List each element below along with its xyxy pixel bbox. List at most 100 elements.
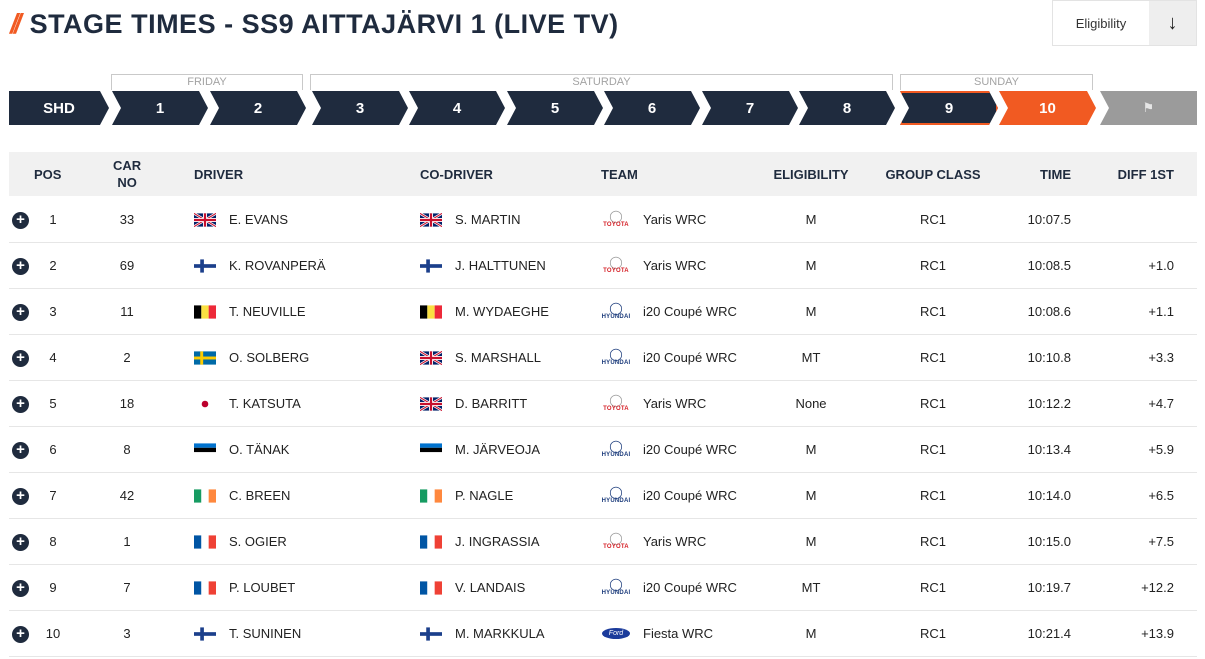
driver-cell[interactable]: T. SUNINEN bbox=[194, 611, 301, 656]
be-flag-icon bbox=[420, 304, 442, 319]
stage-tab-7[interactable]: 7 bbox=[702, 91, 798, 125]
stage-tab-10[interactable]: 10 bbox=[999, 91, 1096, 125]
stage-tab-shd[interactable]: SHD bbox=[9, 91, 109, 125]
team-name: i20 Coupé WRC bbox=[643, 442, 737, 457]
expand-row-icon[interactable]: + bbox=[12, 580, 29, 597]
co-driver-name[interactable]: P. NAGLE bbox=[455, 488, 514, 503]
time-cell: 10:08.6 bbox=[1027, 304, 1071, 319]
expand-row-icon[interactable]: + bbox=[12, 534, 29, 551]
co-driver-cell[interactable]: S. MARSHALL bbox=[420, 335, 541, 380]
driver-cell[interactable]: C. BREEN bbox=[194, 473, 290, 518]
be-flag-icon bbox=[194, 304, 216, 319]
driver-cell[interactable]: P. LOUBET bbox=[194, 565, 295, 610]
driver-name[interactable]: T. SUNINEN bbox=[229, 626, 302, 641]
co-driver-cell[interactable]: M. WYDAEGHE bbox=[420, 289, 549, 334]
table-row[interactable]: +8 1 S. OGIER J. INGRASSIA ◯ TOYOTA Yaris WRC M… bbox=[9, 519, 1197, 565]
stage-tab-6[interactable]: 6 bbox=[604, 91, 700, 125]
eligibility-label[interactable]: Eligibility bbox=[1075, 15, 1127, 31]
page-title: STAGE TIMES - SS9 AITTAJÄRVI 1 (LIVE TV) bbox=[29, 8, 619, 39]
car-no-cell: 2 bbox=[123, 350, 131, 365]
driver-cell[interactable]: T. NEUVILLE bbox=[194, 289, 306, 334]
co-driver-name[interactable]: M. MARKKULA bbox=[455, 626, 545, 641]
stage-tab-5[interactable]: 5 bbox=[507, 91, 603, 125]
expand-row-icon[interactable]: + bbox=[12, 212, 29, 229]
co-driver-cell[interactable]: J. INGRASSIA bbox=[420, 519, 540, 564]
co-driver-cell[interactable]: M. MARKKULA bbox=[420, 611, 545, 656]
co-driver-cell[interactable]: S. MARTIN bbox=[420, 197, 521, 242]
ee-flag-icon bbox=[420, 442, 442, 457]
co-driver-cell[interactable]: P. NAGLE bbox=[420, 473, 513, 518]
driver-name[interactable]: O. SOLBERG bbox=[229, 350, 310, 365]
stage-tab-9[interactable]: 9 bbox=[900, 91, 998, 125]
table-row[interactable]: +4 2 O. SOLBERG S. MARSHALL ◯ HYUNDAI i20 Coup… bbox=[9, 335, 1197, 381]
driver-cell[interactable]: E. EVANS bbox=[194, 197, 288, 242]
pos-cell: 2 bbox=[49, 258, 57, 273]
car-no-cell: 33 bbox=[119, 212, 135, 227]
expand-row-icon[interactable]: + bbox=[12, 258, 29, 275]
driver-cell[interactable]: O. TÄNAK bbox=[194, 427, 289, 472]
expand-row-icon[interactable]: + bbox=[12, 350, 29, 367]
pos-cell: 3 bbox=[49, 304, 57, 319]
team-name: i20 Coupé WRC bbox=[643, 304, 737, 319]
co-driver-name[interactable]: D. BARRITT bbox=[455, 396, 528, 411]
table-row[interactable]: +10 3 T. SUNINEN M. MARKKULA Ford Fiesta WRC M… bbox=[9, 611, 1197, 657]
fr-flag-icon bbox=[420, 580, 442, 595]
header-co-driver: CO-DRIVER bbox=[420, 166, 493, 182]
arrow-down-icon[interactable]: ↓ bbox=[1149, 1, 1196, 45]
driver-name[interactable]: S. OGIER bbox=[229, 534, 287, 549]
co-driver-cell[interactable]: D. BARRITT bbox=[420, 381, 527, 426]
table-row[interactable]: +9 7 P. LOUBET V. LANDAIS ◯ HYUNDAI i20 Coupé … bbox=[9, 565, 1197, 611]
table-row[interactable]: +2 69 K. ROVANPERÄ J. HALTTUNEN ◯ TOYOTA Yaris… bbox=[9, 243, 1197, 289]
driver-cell[interactable]: K. ROVANPERÄ bbox=[194, 243, 326, 288]
driver-name[interactable]: E. EVANS bbox=[229, 212, 289, 227]
co-driver-name[interactable]: S. MARTIN bbox=[455, 212, 521, 227]
diff-cell: +3.3 bbox=[1148, 350, 1174, 365]
driver-name[interactable]: P. LOUBET bbox=[229, 580, 296, 595]
diff-cell: +13.9 bbox=[1141, 626, 1174, 641]
driver-name[interactable]: K. ROVANPERÄ bbox=[229, 258, 326, 273]
stage-tab-2[interactable]: 2 bbox=[210, 91, 306, 125]
table-row[interactable]: +5 18 T. KATSUTA D. BARRITT ◯ TOYOTA Yaris WRC… bbox=[9, 381, 1197, 427]
expand-row-icon[interactable]: + bbox=[12, 488, 29, 505]
expand-row-icon[interactable]: + bbox=[12, 396, 29, 413]
gb-flag-icon bbox=[420, 212, 442, 227]
driver-name[interactable]: C. BREEN bbox=[229, 488, 291, 503]
team-name: Yaris WRC bbox=[643, 258, 707, 273]
driver-name[interactable]: O. TÄNAK bbox=[229, 442, 290, 457]
team-cell: ◯ HYUNDAI i20 Coupé WRC bbox=[601, 565, 737, 610]
car-no-cell: 69 bbox=[119, 258, 135, 273]
diff-cell: +12.2 bbox=[1141, 580, 1174, 595]
pos-cell: 9 bbox=[49, 580, 57, 595]
co-driver-name[interactable]: J. HALTTUNEN bbox=[455, 258, 546, 273]
co-driver-cell[interactable]: M. JÄRVEOJA bbox=[420, 427, 540, 472]
table-row[interactable]: +1 33 E. EVANS S. MARTIN ◯ TOYOTA Yaris WRC M RC… bbox=[9, 197, 1197, 243]
co-driver-name[interactable]: V. LANDAIS bbox=[455, 580, 526, 595]
stage-tab-3[interactable]: 3 bbox=[312, 91, 408, 125]
stage-tab-8[interactable]: 8 bbox=[799, 91, 895, 125]
driver-name[interactable]: T. NEUVILLE bbox=[229, 304, 306, 319]
expand-row-icon[interactable]: + bbox=[12, 626, 29, 643]
table-row[interactable]: +7 42 C. BREEN P. NAGLE ◯ HYUNDAI i20 Coupé WR… bbox=[9, 473, 1197, 519]
co-driver-cell[interactable]: V. LANDAIS bbox=[420, 565, 525, 610]
driver-cell[interactable]: T. KATSUTA bbox=[194, 381, 301, 426]
co-driver-cell[interactable]: J. HALTTUNEN bbox=[420, 243, 546, 288]
team-cell: ◯ HYUNDAI i20 Coupé WRC bbox=[601, 289, 737, 334]
eligibility-filter[interactable]: Eligibility ↓ bbox=[1052, 0, 1197, 46]
co-driver-name[interactable]: M. JÄRVEOJA bbox=[455, 442, 541, 457]
stage-tab-1[interactable]: 1 bbox=[112, 91, 208, 125]
driver-cell[interactable]: S. OGIER bbox=[194, 519, 287, 564]
co-driver-name[interactable]: M. WYDAEGHE bbox=[455, 304, 549, 319]
eligibility-cell: M bbox=[805, 304, 817, 319]
driver-cell[interactable]: O. SOLBERG bbox=[194, 335, 309, 380]
fi-flag-icon bbox=[194, 258, 216, 273]
co-driver-name[interactable]: J. INGRASSIA bbox=[455, 534, 540, 549]
table-row[interactable]: +3 11 T. NEUVILLE M. WYDAEGHE ◯ HYUNDAI i20 Co… bbox=[9, 289, 1197, 335]
driver-name[interactable]: T. KATSUTA bbox=[229, 396, 301, 411]
expand-row-icon[interactable]: + bbox=[12, 442, 29, 459]
table-row[interactable]: +6 8 O. TÄNAK M. JÄRVEOJA ◯ HYUNDAI i20 Coupé … bbox=[9, 427, 1197, 473]
expand-row-icon[interactable]: + bbox=[12, 304, 29, 321]
stage-tab-finish[interactable]: ⚑ bbox=[1100, 91, 1197, 125]
co-driver-name[interactable]: S. MARSHALL bbox=[455, 350, 541, 365]
table-header: POS CAR NO DRIVER CO-DRIVER TEAM ELIGIBI… bbox=[9, 152, 1197, 196]
stage-tab-4[interactable]: 4 bbox=[409, 91, 505, 125]
